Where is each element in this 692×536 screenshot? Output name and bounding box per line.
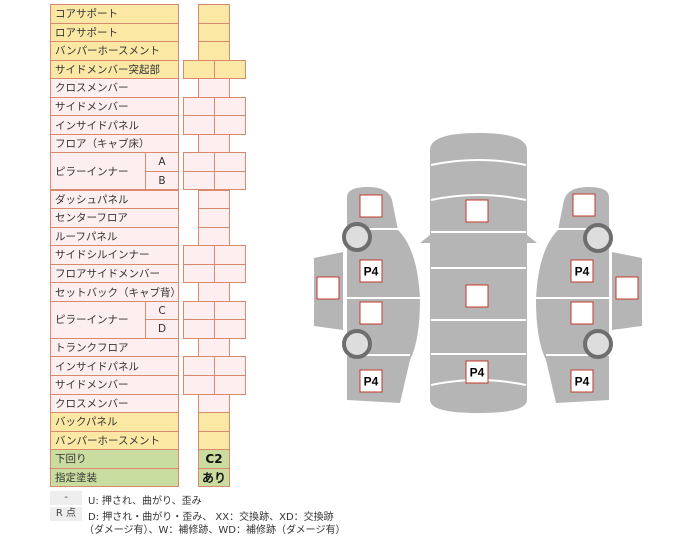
value-cell[interactable] <box>214 59 246 80</box>
mark-right-front-fender[interactable] <box>572 193 596 217</box>
row-label: サイドメンバー <box>50 96 179 117</box>
mark-label: P4 <box>575 265 590 279</box>
mark-left-rear-fender[interactable] <box>359 369 383 393</box>
car-top-body <box>430 133 527 413</box>
value-cell[interactable]: C2 <box>198 449 230 469</box>
row-label: フロア（キャブ床） <box>50 133 179 154</box>
wheel-icon <box>583 329 613 359</box>
mark-label: P4 <box>364 375 379 389</box>
row-label: ピラーインナー <box>50 300 146 339</box>
mark-left-mirror[interactable] <box>316 276 340 300</box>
mark-label: P4 <box>575 375 590 389</box>
row-label: センターフロア <box>50 208 179 228</box>
row-label: バンパーホースメント <box>50 430 179 451</box>
mark-left-front-door[interactable] <box>359 259 383 283</box>
row-sublabel: A <box>145 152 179 172</box>
mark-right-rear-door[interactable] <box>570 301 594 325</box>
row-label: ピラーインナー <box>50 152 146 191</box>
legend-key: R 点 <box>50 507 82 521</box>
value-cell[interactable] <box>214 375 246 395</box>
legend-text: D: 押され・曲がり・歪み、 XX：交換跡、XD：交換跡 <box>88 512 334 523</box>
wheel-icon <box>342 329 372 359</box>
value-cell[interactable] <box>214 170 246 191</box>
legend-key: - <box>50 491 82 505</box>
mark-right-rear-fender[interactable] <box>570 369 594 393</box>
row-label: クロスメンバー <box>50 78 179 98</box>
row-label: バンパーホースメント <box>50 41 179 61</box>
row-label: クロスメンバー <box>50 393 179 414</box>
wheel-icon <box>342 222 372 252</box>
value-cell[interactable]: あり <box>198 467 230 488</box>
mark-left-rear-door[interactable] <box>359 301 383 325</box>
legend-text: U: 押され、曲がり、歪み <box>88 496 202 507</box>
value-cell[interactable] <box>214 319 246 339</box>
row-label: サイドシルインナー <box>50 245 179 265</box>
mark-roof[interactable] <box>465 284 489 308</box>
row-label: インサイドパネル <box>50 115 179 135</box>
mark-trunk[interactable] <box>465 360 489 384</box>
mark-left-front-fender[interactable] <box>359 194 383 218</box>
car-left-side <box>347 187 420 403</box>
wheel-icon <box>583 223 613 253</box>
mark-label: P4 <box>364 265 379 279</box>
mark-right-front-door[interactable] <box>570 259 594 283</box>
row-label: フロアサイドメンバー <box>50 263 179 284</box>
mark-right-mirror[interactable] <box>615 276 639 300</box>
row-sublabel: C <box>145 300 179 321</box>
value-cell[interactable] <box>214 115 246 135</box>
row-label: 指定塗装 <box>50 467 179 488</box>
mark-hood[interactable] <box>465 199 489 223</box>
value-cell[interactable] <box>214 263 246 284</box>
row-label: バックパネル <box>50 412 179 432</box>
legend-text: （ダメージ有）、W：補修跡、WD：補修跡（ダメージ有） <box>84 525 346 536</box>
mark-label: P4 <box>470 366 485 380</box>
row-label: サイドメンバー突起部 <box>50 59 179 80</box>
